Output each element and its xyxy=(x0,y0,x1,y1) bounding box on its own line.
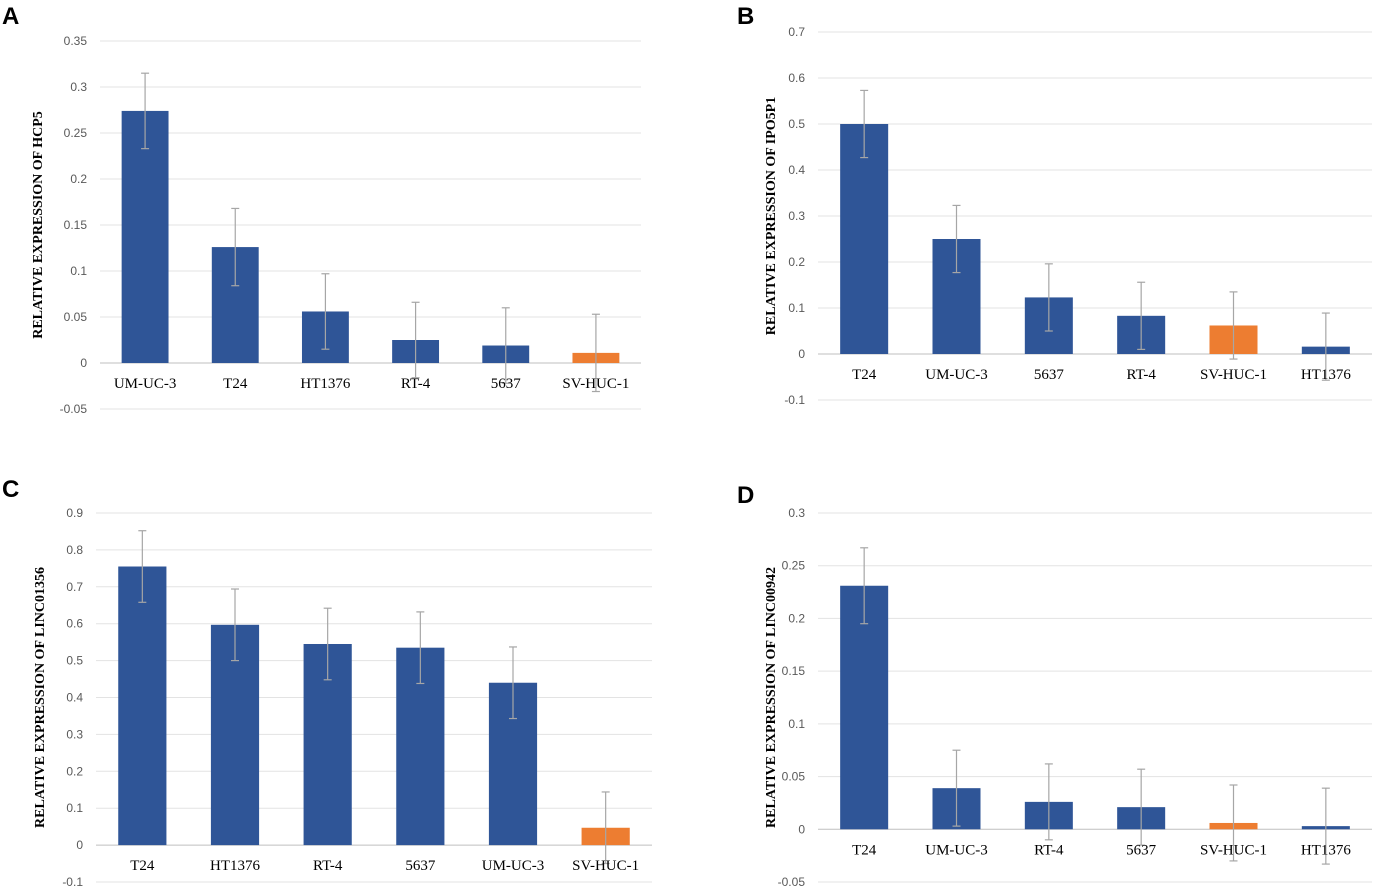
panel-b-category-label: T24 xyxy=(852,367,877,383)
panel-b-y-tick-label: 0.6 xyxy=(788,71,805,85)
panel-b-y-tick-label: 0.3 xyxy=(788,209,805,223)
panel-a-y-tick-label: 0.2 xyxy=(70,172,87,186)
panel-c-bar xyxy=(210,624,260,846)
panel-b-y-tick-label: 0.5 xyxy=(788,117,805,131)
panel-b-category-label: SV-HUC-1 xyxy=(1200,367,1267,383)
panel-d-y-tick-label: 0.15 xyxy=(782,664,806,678)
panel-b-category-label: UM-UC-3 xyxy=(925,367,988,383)
panel-a-y-tick-label: 0.3 xyxy=(70,80,87,94)
panel-b-y-tick-label: 0.1 xyxy=(788,301,805,315)
panel-b-y-tick-label: 0.7 xyxy=(788,25,805,39)
panel-a-y-tick-label: 0.15 xyxy=(64,218,88,232)
panel-a-y-tick-label: 0 xyxy=(80,356,87,370)
panel-d-y-tick-label: 0.05 xyxy=(782,770,806,784)
panel-d-y-tick-label: 0.1 xyxy=(788,717,805,731)
panel-b-y-tick-label: -0.1 xyxy=(784,393,805,407)
panel-c-category-label: HT1376 xyxy=(210,858,260,874)
panel-d-category-label: RT-4 xyxy=(1034,842,1064,858)
panel-b-bar xyxy=(840,124,889,354)
panel-a-category-label: UM-UC-3 xyxy=(114,376,177,392)
panel-d-category-label: HT1376 xyxy=(1301,842,1351,858)
panel-letter-d: D xyxy=(737,482,754,509)
panel-c-y-tick-label: 0.2 xyxy=(66,764,83,778)
panel-c-bar xyxy=(118,566,167,846)
panel-d-y-tick-label: 0.25 xyxy=(782,559,806,573)
panel-a-y-tick-label: -0.05 xyxy=(60,402,88,416)
panel-a-category-label: RT-4 xyxy=(401,376,431,392)
panel-c-y-tick-label: -0.1 xyxy=(62,875,83,887)
panel-c-category-label: RT-4 xyxy=(313,858,343,874)
panel-c-y-tick-label: 0 xyxy=(76,838,83,852)
panel-d-y-tick-label: 0 xyxy=(798,822,805,836)
panel-letter-a: A xyxy=(2,3,19,30)
panel-d-category-label: SV-HUC-1 xyxy=(1200,842,1267,858)
panel-b-category-label: RT-4 xyxy=(1126,367,1156,383)
panel-a-y-tick-label: 0.25 xyxy=(64,126,88,140)
panel-b-y-tick-label: 0.2 xyxy=(788,255,805,269)
panel-d-bar xyxy=(840,585,889,830)
panel-c-y-tick-label: 0.8 xyxy=(66,543,83,557)
panel-c-y-tick-label: 0.9 xyxy=(66,506,83,520)
panel-c-y-tick-label: 0.5 xyxy=(66,654,83,668)
panel-c-y-tick-label: 0.3 xyxy=(66,727,83,741)
panel-d-category-label: 5637 xyxy=(1126,842,1157,858)
panel-a-y-tick-label: 0.1 xyxy=(70,264,87,278)
panel-c-y-tick-label: 0.4 xyxy=(66,691,83,705)
panel-d-y-tick-label: 0.2 xyxy=(788,611,805,625)
panel-a-y-tick-label: 0.05 xyxy=(64,310,88,324)
panel-a-category-label: HT1376 xyxy=(300,376,350,392)
panel-letter-b: B xyxy=(737,3,754,30)
panel-c-category-label: SV-HUC-1 xyxy=(572,858,639,874)
panel-a-bar xyxy=(121,110,169,363)
panel-d-category-label: UM-UC-3 xyxy=(925,842,988,858)
panel-c-y-tick-label: 0.1 xyxy=(66,801,83,815)
panel-a-category-label: T24 xyxy=(223,376,248,392)
panel-d-category-label: T24 xyxy=(852,842,877,858)
panel-c-y-axis-title: RELATIVE EXPRESSION OF LINC01356 xyxy=(33,567,48,828)
panel-b-y-tick-label: 0.4 xyxy=(788,163,805,177)
panel-a-y-axis-title: RELATIVE EXPRESSION OF HCP5 xyxy=(31,111,46,339)
panel-letter-c: C xyxy=(2,476,19,503)
panel-b-y-tick-label: 0 xyxy=(798,347,805,361)
panel-d-y-axis-title: RELATIVE EXPRESSION OF LINC00942 xyxy=(764,567,779,828)
panel-a-category-label: 5637 xyxy=(491,376,522,392)
panel-c-y-tick-label: 0.6 xyxy=(66,617,83,631)
panel-c-category-label: T24 xyxy=(130,858,155,874)
panel-d-y-tick-label: -0.05 xyxy=(778,875,806,887)
panel-a-category-label: SV-HUC-1 xyxy=(562,376,629,392)
panel-b-y-axis-title: RELATIVE EXPRESSION OF IPO5P1 xyxy=(764,97,779,335)
panel-c-category-label: UM-UC-3 xyxy=(482,858,545,874)
panel-b-category-label: HT1376 xyxy=(1301,367,1351,383)
panel-d-y-tick-label: 0.3 xyxy=(788,506,805,520)
panel-c-category-label: 5637 xyxy=(405,858,436,874)
panel-a-y-tick-label: 0.35 xyxy=(64,34,88,48)
panel-b-category-label: 5637 xyxy=(1034,367,1065,383)
panel-c-y-tick-label: 0.7 xyxy=(66,580,83,594)
